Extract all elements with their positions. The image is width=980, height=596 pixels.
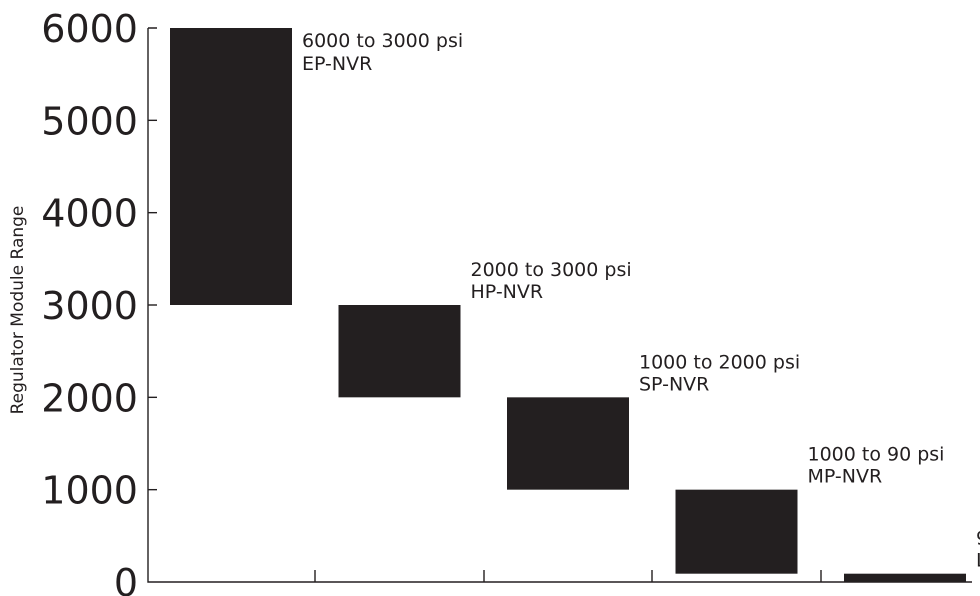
bar-range-label: 90 to 0 psi (976, 528, 980, 550)
y-tick-label: 6000 (41, 7, 138, 51)
bar-model-label: SP-NVR (639, 373, 709, 395)
y-tick-label: 0 (114, 561, 138, 596)
y-tick-label: 1000 (41, 469, 138, 513)
range-bar (338, 305, 461, 398)
y-tick-label: 3000 (41, 284, 138, 328)
bar-model-label: HP-NVR (471, 281, 544, 303)
axes (147, 27, 972, 583)
bar-model-label: LP-NVR (976, 550, 980, 572)
range-bar (675, 489, 798, 574)
bar-range-label: 1000 to 90 psi (808, 444, 945, 466)
bar-range-label: 6000 to 3000 psi (302, 30, 463, 52)
bars (170, 28, 966, 582)
y-tick-label: 4000 (41, 192, 138, 236)
bar-range-label: 1000 to 2000 psi (639, 351, 800, 373)
y-tick-labels: 0 1000 2000 3000 4000 5000 6000 (41, 7, 138, 596)
bar-model-label: MP-NVR (808, 466, 883, 488)
bar-range-label: 2000 to 3000 psi (471, 259, 632, 281)
bar-model-label: EP-NVR (302, 53, 372, 75)
y-tick-label: 2000 (41, 376, 138, 420)
y-axis-title: Regulator Module Range (8, 206, 28, 415)
range-bar (170, 28, 292, 305)
range-bar (844, 573, 966, 582)
range-bar (507, 397, 629, 490)
y-tick-label: 5000 (41, 99, 138, 143)
